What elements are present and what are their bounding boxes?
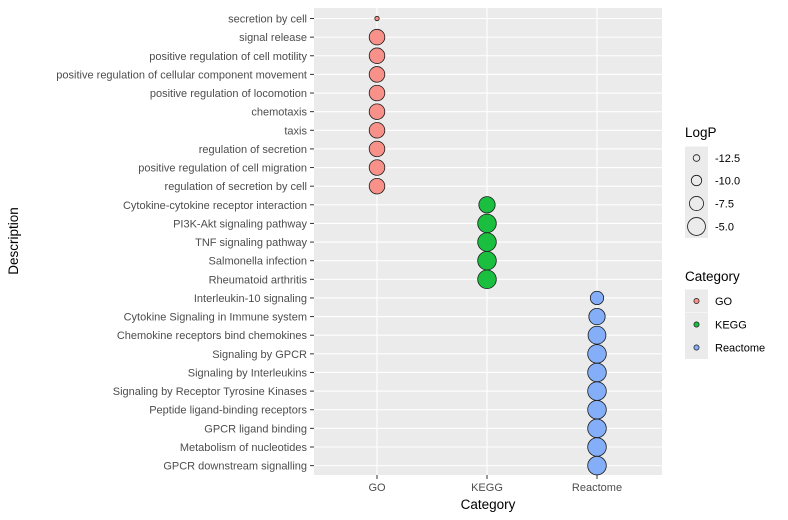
y-tick-label: Peptide ligand-binding receptors	[149, 405, 307, 417]
y-tick-label: positive regulation of locomotion	[150, 88, 307, 100]
size-legend: LogP -12.5 -10.0 -7.5 -5.0	[685, 125, 740, 238]
data-point	[589, 290, 605, 306]
x-tick-label: Reactome	[572, 482, 622, 494]
legend-key-background	[685, 169, 708, 192]
data-point	[374, 15, 380, 22]
x-tick-label: GO	[368, 482, 386, 494]
y-tick-label: signal release	[239, 32, 307, 44]
size-legend-circle	[689, 196, 704, 211]
size-legend-circle	[687, 217, 706, 236]
data-point	[477, 232, 497, 252]
size-legend-label: -7.5	[715, 199, 734, 211]
x-tick-label: KEGG	[471, 482, 503, 494]
x-axis-title: Category	[461, 497, 516, 512]
y-tick-label: regulation of secretion	[199, 144, 307, 156]
y-tick-label: TNF signaling pathway	[195, 237, 307, 249]
y-tick-label: Metabolism of nucleotides	[180, 442, 308, 454]
y-tick-label: positive regulation of cellular componen…	[56, 69, 307, 81]
data-point	[587, 437, 607, 457]
color-legend-label: GO	[715, 296, 733, 308]
y-tick-label: GPCR downstream signalling	[163, 461, 307, 473]
size-legend-title: LogP	[685, 125, 717, 140]
y-tick-label: Signaling by GPCR	[212, 349, 307, 361]
data-points	[368, 15, 607, 476]
y-axis-title: Description	[6, 207, 21, 275]
y-tick-label: Rheumatoid arthritis	[209, 274, 308, 286]
data-point	[477, 250, 497, 271]
data-point	[477, 269, 497, 290]
color-legend: Category GO KEGG Reactome	[685, 269, 765, 359]
legend-key-background	[685, 146, 708, 170]
color-legend-title: Category	[685, 269, 740, 284]
y-tick-label: positive regulation of cell migration	[138, 163, 307, 175]
data-point	[587, 418, 607, 439]
y-tick-label: GPCR ligand binding	[204, 423, 307, 435]
data-point	[368, 159, 386, 176]
size-legend-circle	[692, 154, 701, 162]
data-point	[368, 122, 386, 139]
data-point	[587, 455, 607, 476]
y-tick-label: secretion by cell	[228, 14, 307, 26]
color-legend-swatch	[693, 344, 700, 351]
data-point	[368, 28, 386, 46]
y-tick-label: Cytokine-cytokine receptor interaction	[123, 200, 307, 212]
size-legend-label: -10.0	[715, 176, 740, 188]
y-tick-label: Signaling by Interleukins	[188, 367, 308, 379]
color-legend-label: Reactome	[715, 343, 765, 355]
data-point	[368, 84, 386, 102]
data-point	[368, 66, 386, 83]
y-tick-label: Signaling by Receptor Tyrosine Kinases	[113, 386, 308, 398]
size-legend-label: -12.5	[715, 153, 740, 165]
y-tick-label: Cytokine Signaling in Immune system	[124, 312, 307, 324]
legend-key-background	[685, 192, 708, 215]
legend-key-background	[685, 215, 708, 238]
size-legend-circle	[690, 174, 703, 187]
size-legend-label: -5.0	[715, 222, 734, 234]
y-tick-label: Salmonella infection	[209, 256, 307, 268]
data-point	[368, 103, 386, 120]
y-tick-label: taxis	[284, 125, 307, 137]
color-legend-swatch	[693, 321, 700, 328]
y-tick-label: Chemokine receptors bind chemokines	[117, 330, 308, 342]
color-legend-swatch	[693, 298, 700, 304]
y-axis-ticks: secretion by cell signal release positive …	[56, 14, 314, 473]
color-legend-label: KEGG	[715, 320, 747, 332]
data-point	[587, 325, 607, 345]
data-point	[588, 308, 606, 326]
data-point	[477, 213, 497, 234]
x-axis-ticks: GO KEGG Reactome	[368, 475, 622, 494]
data-point	[478, 196, 496, 214]
y-tick-label: PI3K-Akt signaling pathway	[173, 218, 307, 230]
data-point	[368, 140, 386, 158]
y-tick-label: chemotaxis	[251, 107, 307, 119]
data-point	[587, 362, 607, 383]
data-point	[368, 177, 386, 195]
data-point	[587, 400, 607, 420]
data-point	[587, 344, 607, 364]
data-point	[587, 381, 607, 401]
y-tick-label: positive regulation of cell motility	[149, 51, 307, 63]
data-point	[368, 47, 386, 64]
y-tick-label: Interleukin-10 signaling	[194, 293, 307, 305]
y-tick-label: regulation of secretion by cell	[165, 181, 307, 193]
